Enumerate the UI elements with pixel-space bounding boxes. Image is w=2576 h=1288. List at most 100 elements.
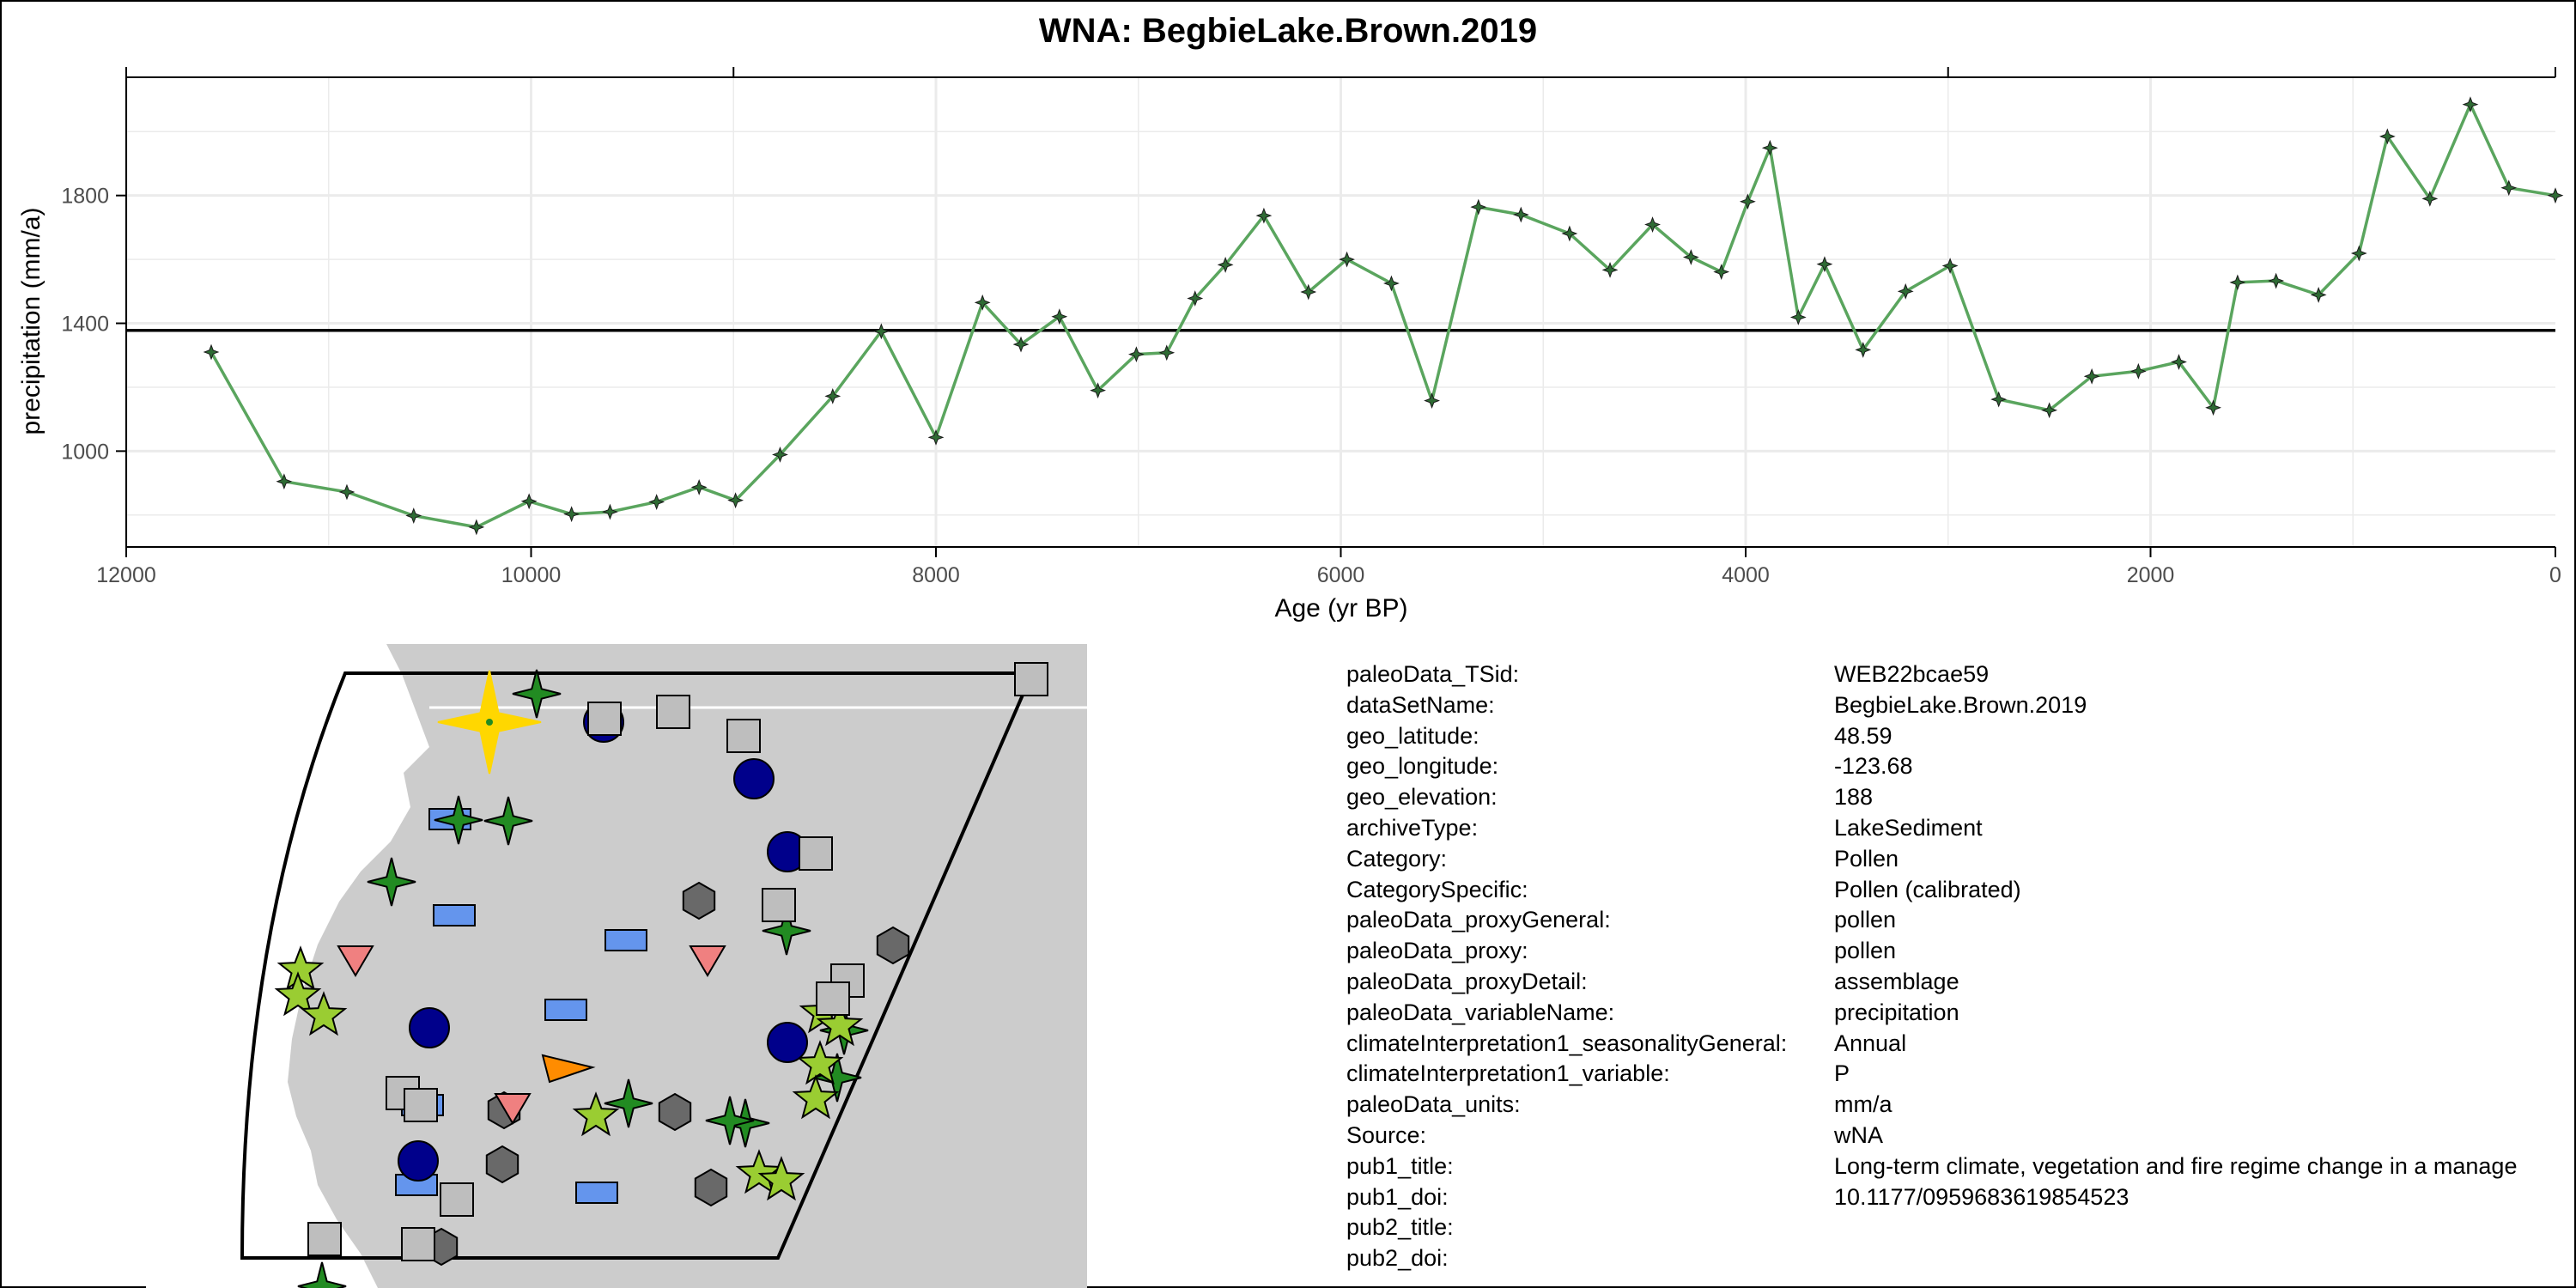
data-point <box>1990 391 2008 408</box>
data-point <box>1127 346 1145 363</box>
metadata-key: paleoData_proxy: <box>1346 938 1528 964</box>
data-point <box>1739 193 1756 210</box>
data-point <box>2229 274 2246 291</box>
site-circle <box>409 1007 450 1048</box>
timeseries-plot: 12000 10000 8000 6000 4000 2000 0100014001800 … <box>17 67 2564 623</box>
metadata-value: Annual <box>1834 1030 1907 1056</box>
data-point <box>824 387 841 404</box>
site-star5 <box>757 1156 805 1201</box>
site-triangle <box>541 1054 596 1084</box>
data-point <box>1682 249 1699 265</box>
metadata-key: pub1_doi: <box>1346 1183 1449 1210</box>
data-point <box>1561 225 1578 242</box>
selected-site-center <box>486 719 493 726</box>
site-circle <box>398 1140 439 1182</box>
metadata-value: WEB22bcae59 <box>1834 661 1990 687</box>
site-circle <box>767 1022 808 1063</box>
metadata-row: paleoData_proxy: pollen <box>1346 936 2576 967</box>
metadata-key: archiveType: <box>1346 814 1479 841</box>
data-point <box>974 294 991 311</box>
site-square <box>401 1227 435 1261</box>
site-star5 <box>796 1040 844 1085</box>
site-star5 <box>300 991 348 1036</box>
site-square <box>307 1222 342 1256</box>
metadata-row: geo_latitude: 48.59 <box>1346 721 2576 752</box>
metadata-table: paleoData_TSid: WEB22bcae59 dataSetName: Be… <box>1346 659 2576 1286</box>
data-point <box>2547 187 2564 204</box>
metadata-row: paleoData_units: mm/a <box>1346 1090 2576 1121</box>
metadata-key: pub2_doi: <box>1346 1245 1449 1272</box>
metadata-key: geo_latitude: <box>1346 722 1479 749</box>
metadata-value: 48.59 <box>1834 722 1893 749</box>
data-point <box>1601 261 1619 278</box>
metadata-row: archiveType: LakeSediment <box>1346 813 2576 844</box>
data-point <box>1470 198 1487 216</box>
site-star5 <box>816 1001 864 1047</box>
site-square <box>726 719 761 753</box>
metadata-key: paleoData_variableName: <box>1346 999 1615 1025</box>
site-rectangle <box>605 929 647 951</box>
metadata-key: paleoData_proxyDetail: <box>1346 968 1588 994</box>
data-point <box>563 506 580 523</box>
site-square <box>656 695 690 729</box>
metadata-row: paleoData_proxyDetail: assemblage <box>1346 967 2576 998</box>
metadata-key: CategorySpecific: <box>1346 876 1528 902</box>
data-point <box>1300 283 1317 301</box>
metadata-key: dataSetName: <box>1346 691 1495 718</box>
site-hexagon <box>682 881 716 920</box>
data-point <box>1713 264 1730 281</box>
data-point <box>2500 179 2518 197</box>
data-point <box>2083 368 2100 385</box>
metadata-row: pub1_title: Long-term climate, vegetation… <box>1346 1151 2576 1182</box>
site-hexagon <box>658 1092 692 1132</box>
x-axis-label: Age (yr BP) <box>1274 594 1407 623</box>
data-point <box>927 428 945 446</box>
data-point <box>2379 128 2396 145</box>
metadata-value: assemblage <box>1834 968 1959 994</box>
data-point <box>1512 206 1529 223</box>
map-boundary <box>240 671 1036 1260</box>
data-point <box>1897 283 1914 300</box>
data-point <box>2350 245 2367 262</box>
data-point <box>1339 251 1355 268</box>
data-point <box>2268 272 2285 289</box>
data-point <box>1217 257 1234 273</box>
site-hexagon <box>485 1145 519 1184</box>
metadata-row: Category: Pollen <box>1346 844 2576 875</box>
site-hexagon <box>876 926 910 965</box>
site-square <box>587 702 622 736</box>
site-rectangle <box>575 1182 618 1204</box>
data-point <box>648 494 665 510</box>
data-point <box>1855 342 1872 358</box>
metadata-row: CategorySpecific: Pollen (calibrated) <box>1346 875 2576 906</box>
metadata-row: geo_elevation: 188 <box>1346 782 2576 813</box>
site-star5 <box>274 971 322 1017</box>
data-point <box>2310 286 2327 303</box>
x-tick-label: 2000 <box>2127 563 2175 587</box>
metadata-row: Source: wNA <box>1346 1121 2576 1151</box>
plot-grid <box>125 77 2555 547</box>
metadata-key: paleoData_units: <box>1346 1091 1521 1118</box>
site-square <box>404 1088 438 1122</box>
metadata-value: 188 <box>1834 784 1874 811</box>
metadata-key: geo_elevation: <box>1346 784 1498 811</box>
y-tick-label: 1400 <box>61 313 109 337</box>
site-square <box>440 1182 474 1217</box>
metadata-value: Long-term climate, vegetation and fire r… <box>1834 1152 2518 1179</box>
data-point <box>690 479 708 495</box>
data-point <box>1789 309 1807 325</box>
x-tick-label: 8000 <box>912 563 960 587</box>
metadata-row: dataSetName: BegbieLake.Brown.2019 <box>1346 690 2576 721</box>
site-star4 <box>512 669 562 719</box>
metadata-row: pub1_doi: 10.1177/0959683619854523 <box>1346 1182 2576 1213</box>
data-point <box>727 492 744 509</box>
metadata-key: Category: <box>1346 845 1448 872</box>
metadata-value: Pollen <box>1834 845 1899 872</box>
site-hexagon <box>694 1168 728 1207</box>
site-triangle-down <box>494 1093 532 1125</box>
metadata-value: pollen <box>1834 907 1897 933</box>
data-point <box>1383 275 1400 292</box>
data-point <box>1424 392 1440 409</box>
data-point <box>2205 399 2221 416</box>
site-square <box>762 888 796 922</box>
